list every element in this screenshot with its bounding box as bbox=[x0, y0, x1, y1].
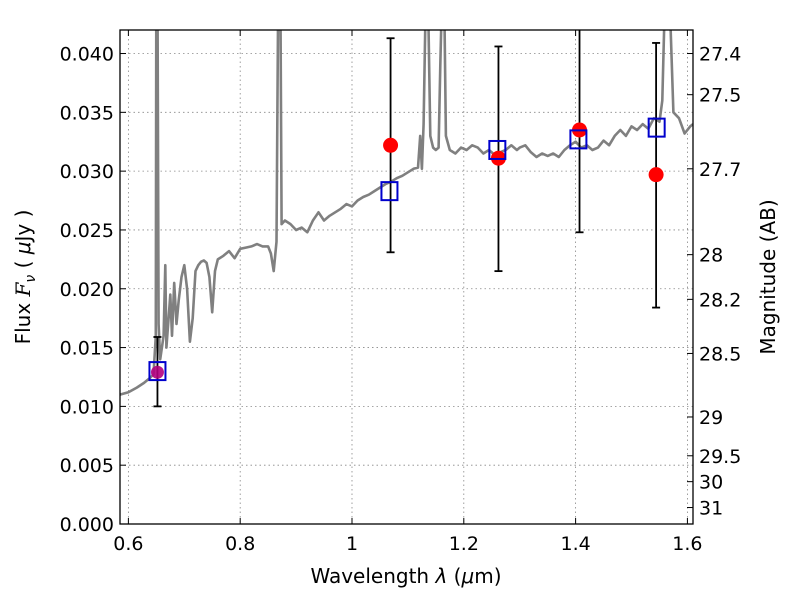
model-photometry-point bbox=[148, 361, 167, 382]
y-tick-label: 0.040 bbox=[60, 44, 114, 66]
y-tick-label: 0.000 bbox=[60, 514, 114, 536]
y-tick-label: 0.005 bbox=[60, 455, 114, 477]
plot-area bbox=[120, 30, 693, 408]
y-tick-label: 0.010 bbox=[60, 396, 114, 418]
observed-point bbox=[648, 167, 664, 183]
x-tick-label: 1.4 bbox=[560, 533, 590, 555]
y-axis-title-left: Flux Fν ( μJy ) bbox=[11, 210, 39, 345]
y-tick-label: 0.015 bbox=[60, 338, 114, 360]
mag-tick-label: 27.5 bbox=[699, 85, 741, 107]
mag-tick-label: 29 bbox=[699, 407, 723, 429]
x-tick-label: 1.2 bbox=[449, 533, 479, 555]
model-photometry-point bbox=[569, 129, 588, 150]
observed-point bbox=[150, 365, 164, 379]
model-photometry-point bbox=[488, 139, 507, 160]
model-photometry-point bbox=[380, 181, 399, 202]
x-tick-label: 0.6 bbox=[113, 533, 143, 555]
mag-tick-label: 31 bbox=[699, 498, 723, 520]
x-tick-label: 1.6 bbox=[672, 533, 702, 555]
mag-tick-label: 27.4 bbox=[699, 44, 741, 66]
mag-tick-label: 28 bbox=[699, 245, 723, 267]
mag-tick-label: 27.7 bbox=[699, 159, 741, 181]
mag-tick-label: 28.2 bbox=[699, 289, 741, 311]
x-tick-label: 0.8 bbox=[225, 533, 255, 555]
y-tick-label: 0.025 bbox=[60, 220, 114, 242]
axes: 0.6 0.8 1 1.2 1.4 1.6 0.000 0.005 0.010 0.015 0.02… bbox=[60, 30, 741, 555]
x-tick-label: 1 bbox=[346, 533, 358, 555]
x-axis-title: Wavelength λ (μm) bbox=[310, 564, 501, 588]
y-axis-title-right: Magnitude (AB) bbox=[756, 199, 780, 354]
mag-tick-label: 29.5 bbox=[699, 446, 741, 468]
mag-tick-label: 28.5 bbox=[699, 343, 741, 365]
y-tick-label: 0.020 bbox=[60, 279, 114, 301]
y-tick-label: 0.035 bbox=[60, 102, 114, 124]
mag-tick-label: 30 bbox=[699, 472, 723, 494]
model-photometry-point bbox=[647, 117, 666, 138]
y-tick-label: 0.030 bbox=[60, 161, 114, 183]
observed-point bbox=[383, 137, 399, 153]
plot-frame bbox=[119, 29, 694, 525]
